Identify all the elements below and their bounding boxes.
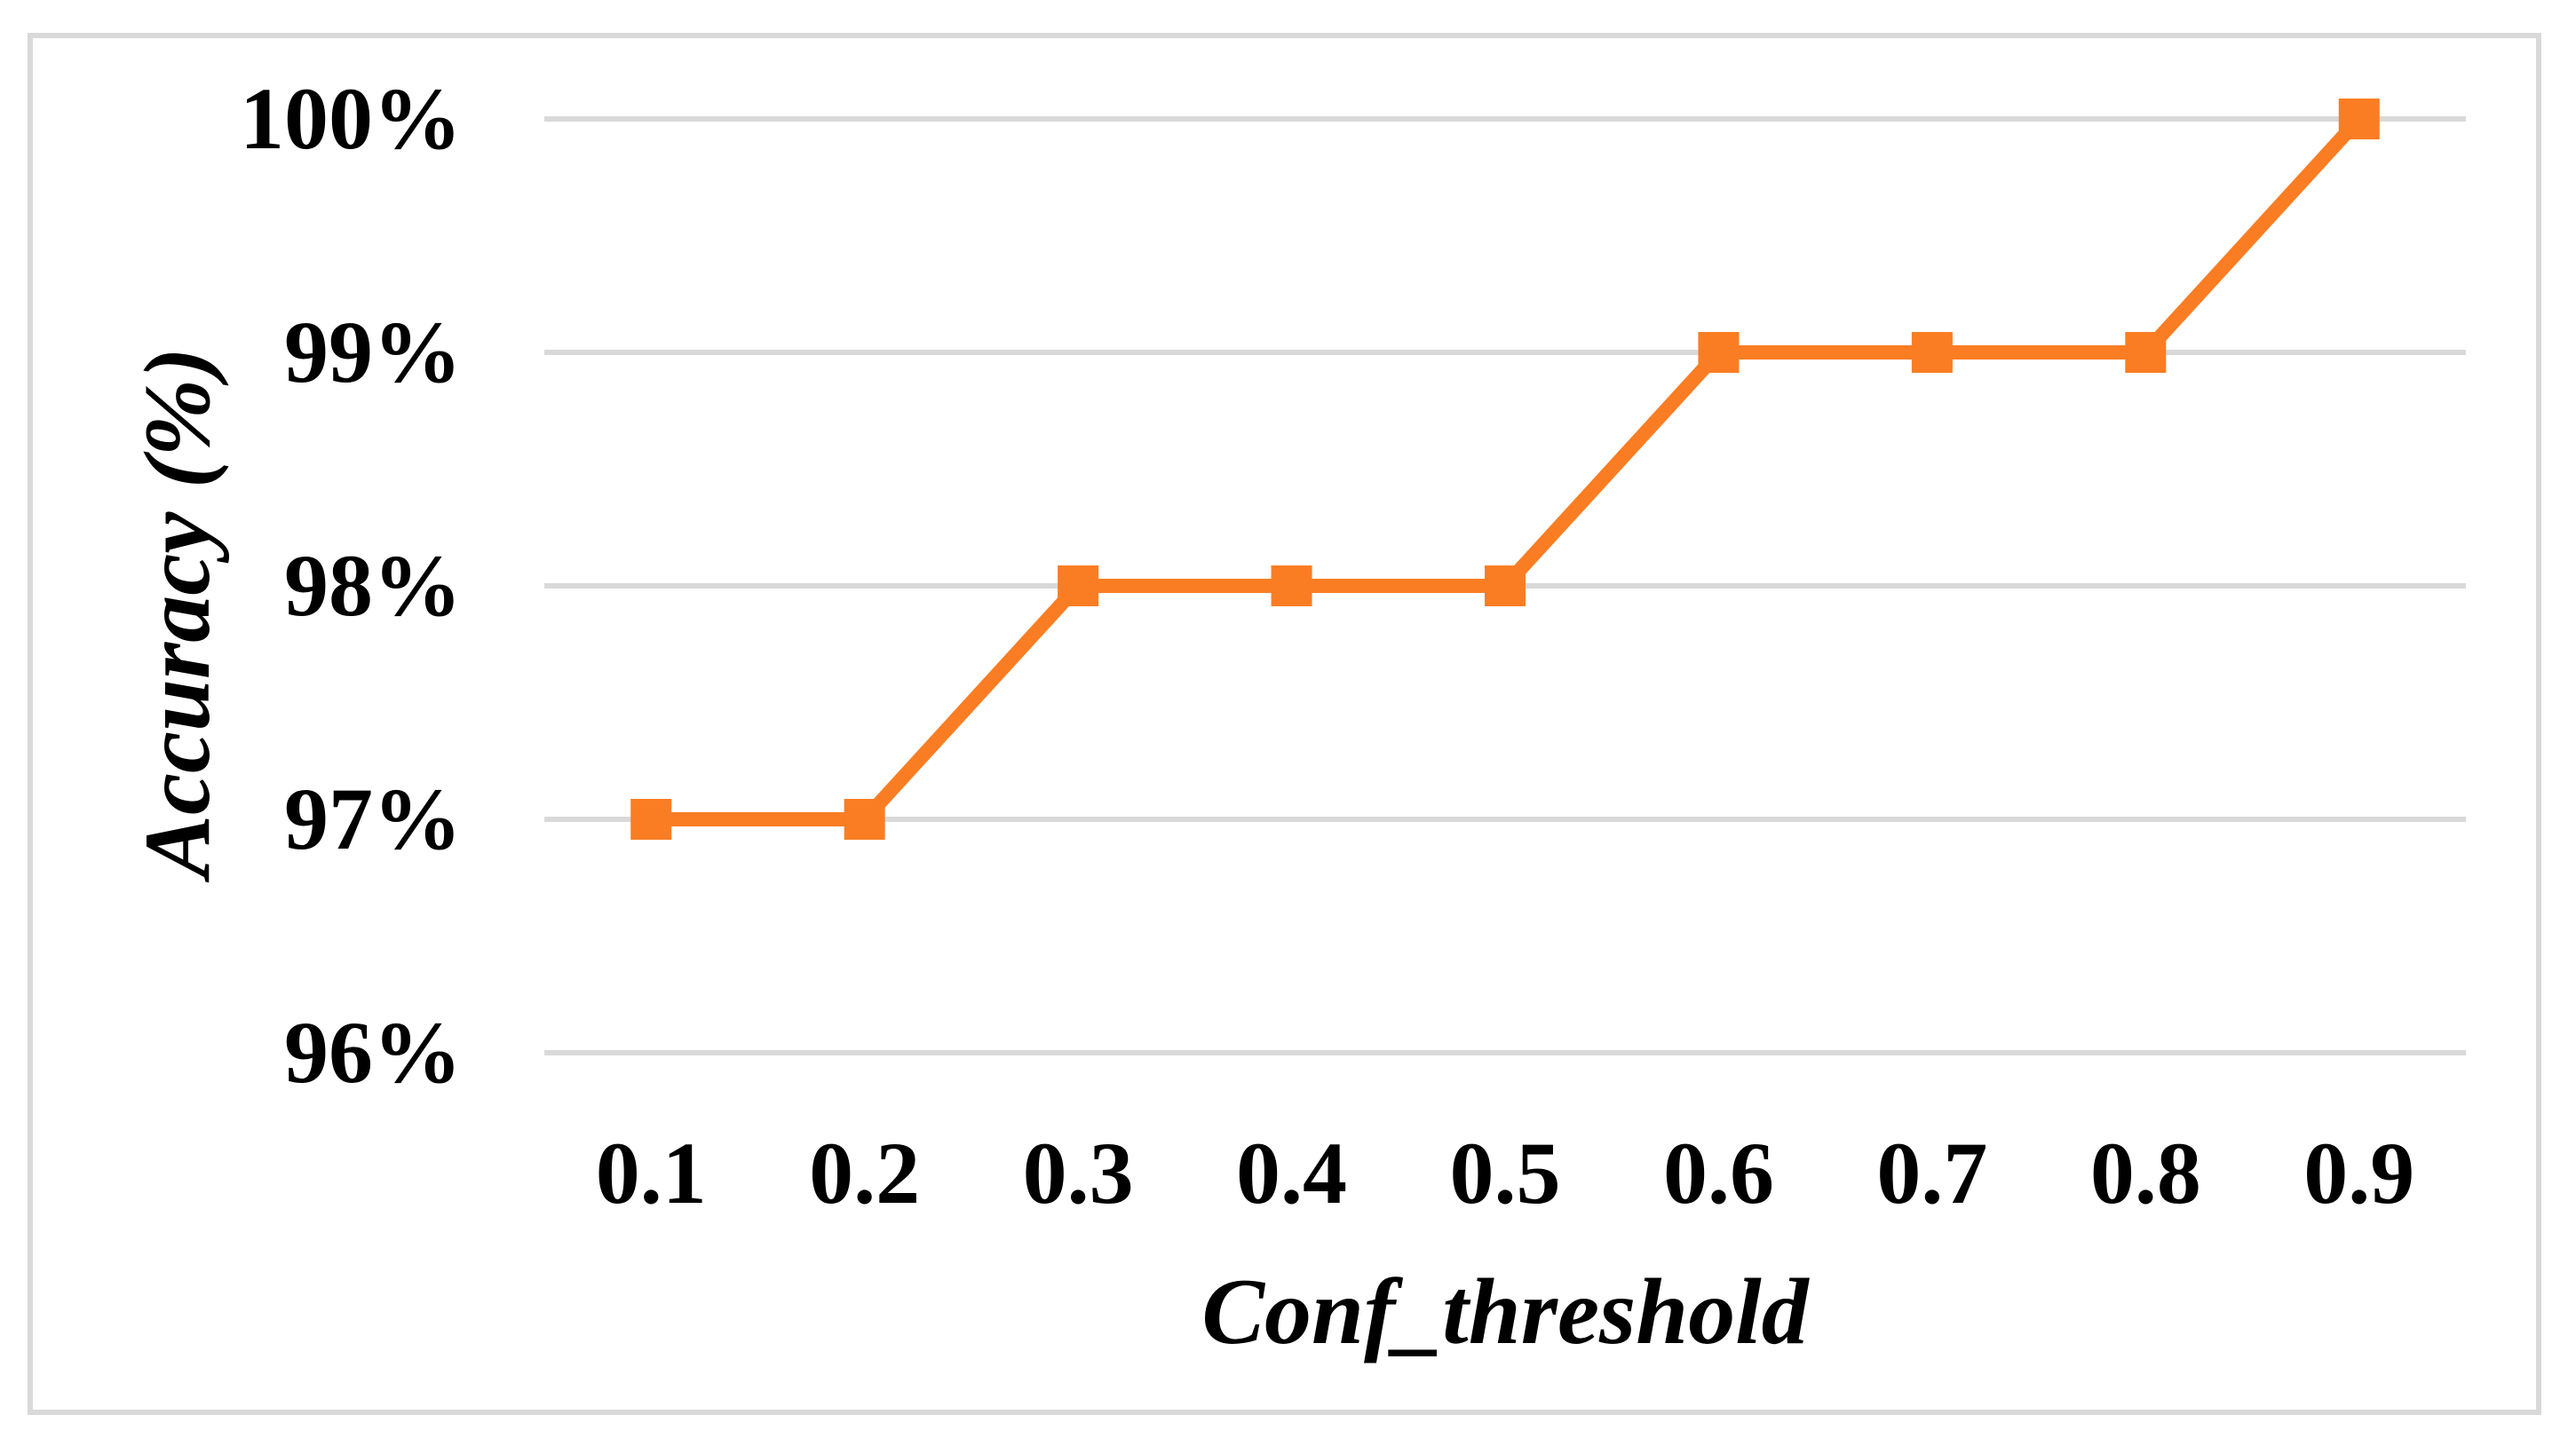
data-point-marker bbox=[630, 799, 672, 840]
x-tick-label: 0.9 bbox=[2303, 1124, 2415, 1222]
data-point-marker bbox=[1271, 565, 1312, 606]
x-axis-title: Conf_threshold bbox=[1201, 1260, 1809, 1363]
y-axis-title: Accuracy (%) bbox=[125, 347, 229, 878]
x-tick-label: 0.6 bbox=[1662, 1124, 1774, 1222]
data-point-marker bbox=[2125, 332, 2167, 373]
data-point-marker bbox=[1911, 332, 1953, 373]
plot-area bbox=[544, 99, 2466, 1055]
data-point-marker bbox=[2338, 99, 2380, 139]
data-point-marker bbox=[844, 799, 885, 840]
series-line bbox=[651, 114, 2365, 826]
y-tick-label: 98% bbox=[284, 536, 462, 635]
x-tick-label: 0.3 bbox=[1022, 1124, 1134, 1222]
x-tick-label: 0.8 bbox=[2089, 1124, 2201, 1222]
y-tick-label: 96% bbox=[284, 1003, 462, 1102]
chart-border-frame bbox=[28, 33, 2541, 1415]
y-tick-label: 99% bbox=[284, 303, 462, 401]
data-point-marker bbox=[1058, 565, 1099, 606]
y-tick-label: 97% bbox=[284, 770, 462, 868]
y-tick-label: 100% bbox=[240, 69, 462, 168]
x-tick-label: 0.7 bbox=[1876, 1124, 1988, 1222]
data-point-marker bbox=[1698, 332, 1740, 373]
x-tick-label: 0.1 bbox=[595, 1124, 707, 1222]
data-point-marker bbox=[1485, 565, 1526, 606]
x-tick-label: 0.5 bbox=[1449, 1124, 1561, 1222]
x-tick-label: 0.2 bbox=[809, 1124, 921, 1222]
x-tick-label: 0.4 bbox=[1236, 1124, 1348, 1222]
